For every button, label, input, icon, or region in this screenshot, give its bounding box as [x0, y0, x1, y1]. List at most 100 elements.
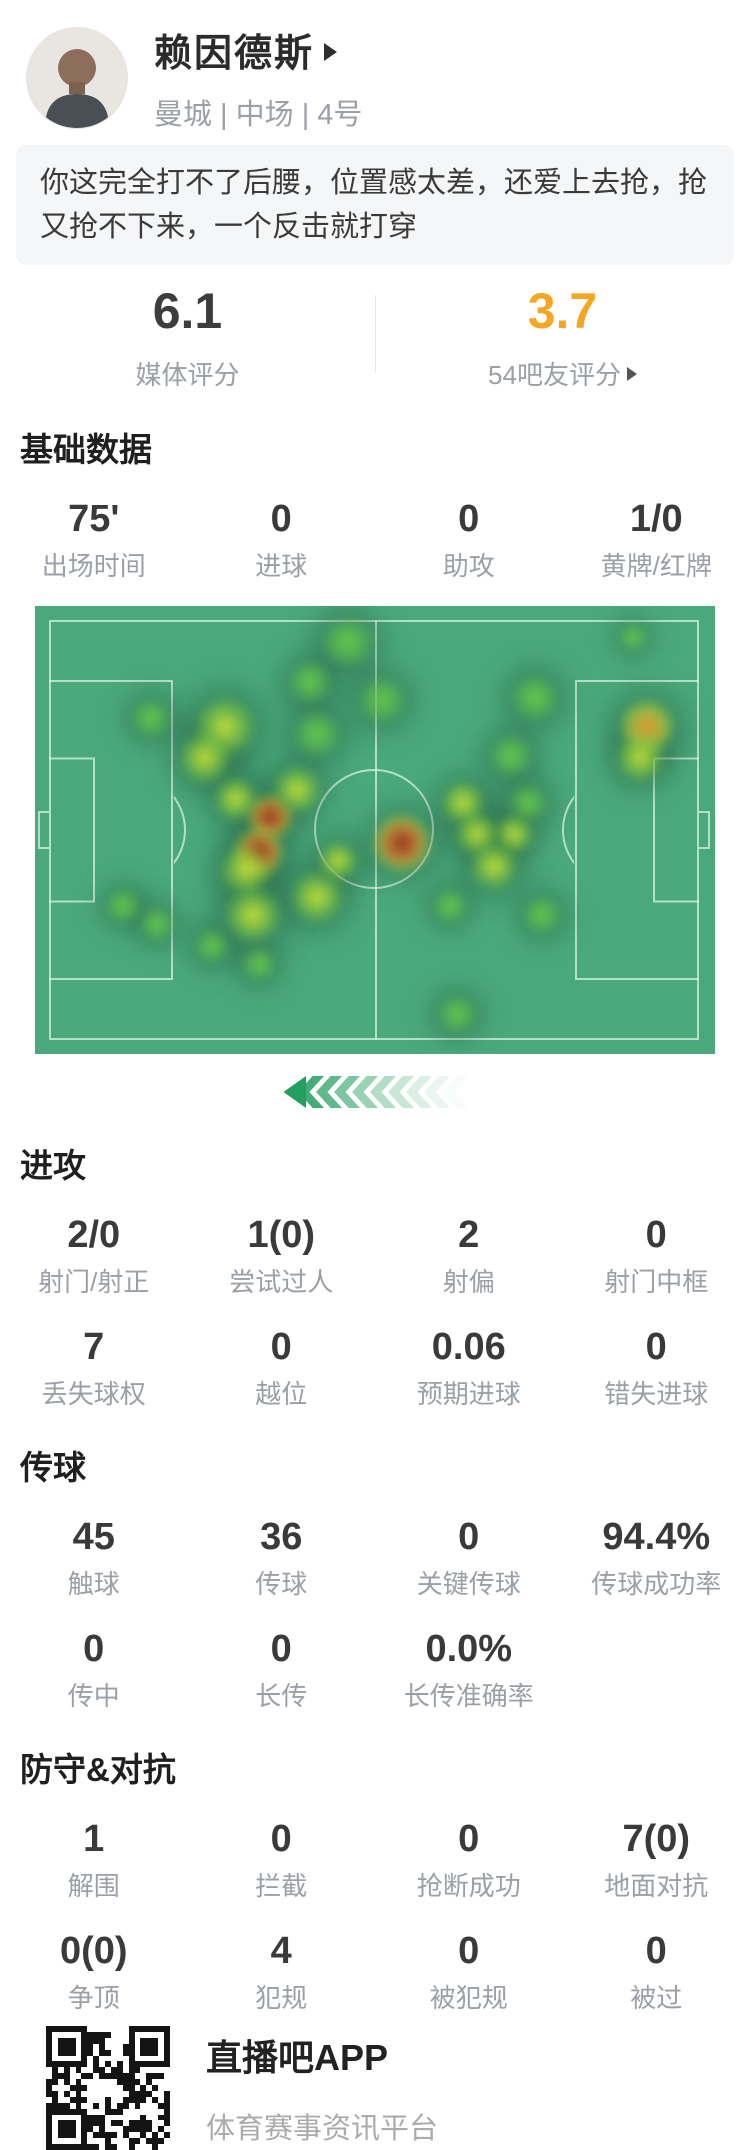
heatmap-blob [374, 815, 430, 871]
heatmap-blob [489, 734, 533, 778]
stat-label: 丢失球权 [0, 1378, 188, 1410]
stat-value: 0 [188, 1816, 376, 1862]
stat-cell: 1(0)尝试过人 [188, 1212, 376, 1298]
stat-value: 0 [563, 1324, 750, 1370]
player-avatar [26, 27, 128, 129]
stat-cell: 7(0)地面对抗 [563, 1816, 750, 1902]
stat-value: 0 [563, 1212, 750, 1258]
stat-label: 长传准确率 [375, 1680, 563, 1712]
media-rating-value: 6.1 [0, 283, 375, 339]
stat-cell: 0 射门中框 [563, 1212, 750, 1298]
section-title-pass: 传球 [0, 1446, 750, 1490]
stat-label: 争顶 [0, 1982, 188, 2014]
stat-label: 助攻 [375, 550, 563, 582]
expand-arrow-icon [324, 43, 337, 61]
stat-label: 拦截 [188, 1870, 376, 1902]
stat-label: 触球 [0, 1568, 188, 1600]
stat-cell: 0(0)争顶 [0, 1928, 188, 2014]
stat-label: 关键传球 [375, 1568, 563, 1600]
fan-rating-arrow-icon [627, 367, 637, 381]
fan-rating-value: 3.7 [375, 283, 750, 339]
app-qr-code [46, 2026, 170, 2150]
stat-label: 预期进球 [375, 1378, 563, 1410]
stat-label: 传中 [0, 1680, 188, 1712]
player-name: 赖因德斯 [154, 22, 314, 77]
stat-cell: 0.06 预期进球 [375, 1324, 563, 1410]
heatmap-pitch [35, 606, 715, 1054]
stat-cell: 0 被犯规 [375, 1928, 563, 2014]
stat-cell: 0.0%长传准确率 [375, 1626, 563, 1712]
stat-label: 长传 [188, 1680, 376, 1712]
heatmap-blob [293, 710, 341, 758]
app-subtitle: 体育赛事资讯平台 [206, 2105, 438, 2147]
stat-label: 被犯规 [375, 1982, 563, 2014]
player-name-row[interactable]: 赖因德斯 [154, 22, 362, 77]
stat-label: 被过 [563, 1982, 750, 2014]
fan-rating-label[interactable]: 54吧友评分 [488, 355, 637, 392]
heatmap-blob [288, 660, 332, 704]
stat-label: 犯规 [188, 1982, 376, 2014]
stat-value: 45 [0, 1514, 188, 1560]
section-title-attack: 进攻 [0, 1144, 750, 1188]
stat-label: 传球 [188, 1568, 376, 1600]
heatmap-blob [291, 871, 343, 923]
avatar-person-icon [27, 28, 127, 128]
stat-cell: 1/0 黄牌/红牌 [563, 496, 750, 582]
heatmap-blob [618, 622, 648, 652]
heatmap-blob [508, 783, 548, 823]
stat-value: 0 [188, 1324, 376, 1370]
stat-value: 1(0) [188, 1212, 376, 1258]
stat-value: 0 [375, 1514, 563, 1560]
media-rating: 6.1 媒体评分 [0, 283, 375, 392]
heatmap-blob [358, 676, 406, 724]
stat-label: 解围 [0, 1870, 188, 1902]
heatmap-blob [131, 698, 171, 738]
stat-label: 射门/射正 [0, 1266, 188, 1298]
stat-value: 36 [188, 1514, 376, 1560]
stat-label: 传球成功率 [563, 1568, 750, 1600]
app-name: 直播吧APP [206, 2029, 438, 2081]
player-header: 赖因德斯 曼城 | 中场 | 4号 [0, 0, 750, 133]
stat-cell: 36 传球 [188, 1514, 376, 1600]
stat-label: 黄牌/红牌 [563, 550, 750, 582]
stat-value: 2/0 [0, 1212, 188, 1258]
heatmap-blob [616, 734, 664, 782]
stat-value: 0 [375, 1816, 563, 1862]
fan-comment-card: 你这完全打不了后腰，位置感太差，还爱上去抢，抢又抢不下来，一个反击就打穿 [16, 145, 734, 265]
stat-value: 0 [375, 1928, 563, 1974]
stat-label: 射门中框 [563, 1266, 750, 1298]
stat-cell: 0 拦截 [188, 1816, 376, 1902]
stat-value: 0 [188, 496, 376, 542]
heatmap-blob [511, 674, 559, 722]
stat-value: 1 [0, 1816, 188, 1862]
fan-rating[interactable]: 3.7 54吧友评分 [375, 283, 750, 392]
stat-cell: 1 解围 [0, 1816, 188, 1902]
stat-value: 2 [375, 1212, 563, 1258]
heatmap-layer [35, 606, 715, 1054]
heatmap-blob [522, 895, 562, 935]
stat-value: 0.06 [375, 1324, 563, 1370]
ratings-divider [375, 295, 376, 373]
ratings-row: 6.1 媒体评分 3.7 54吧友评分 [0, 283, 750, 392]
stat-value: 1/0 [563, 496, 750, 542]
stat-value: 0 [375, 496, 563, 542]
stat-value: 4 [188, 1928, 376, 1974]
heatmap-blob [322, 616, 374, 668]
section-title-defense: 防守&对抗 [0, 1748, 750, 1792]
